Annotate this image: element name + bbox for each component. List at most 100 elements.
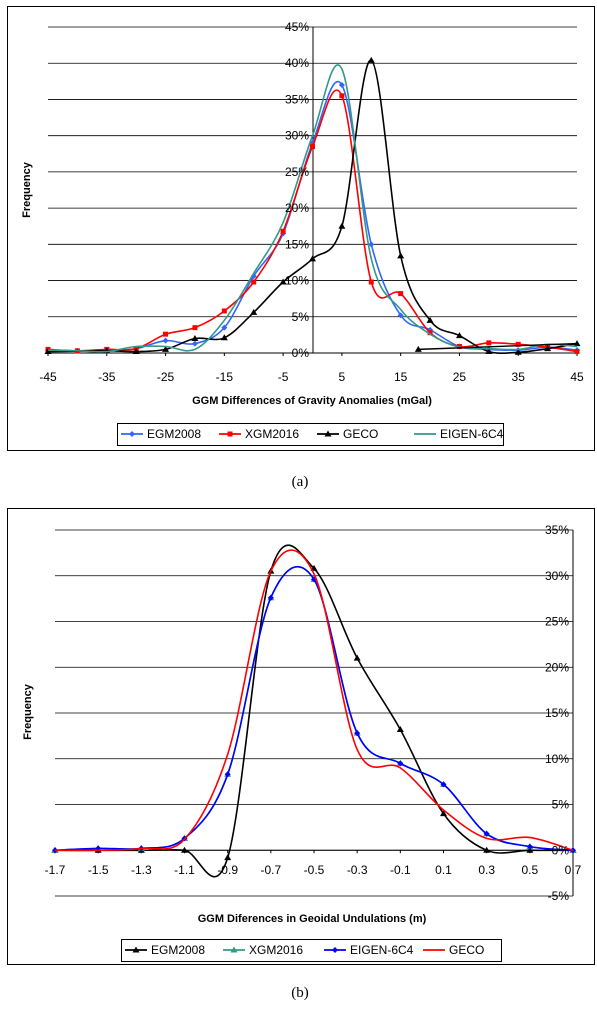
x-tick-label: -25 — [157, 370, 175, 384]
legend: EGM2008 XGM2016 GECO EIGEN-6C4 — [121, 427, 504, 441]
point-xgm2016 — [192, 325, 198, 331]
legend-marker-eigen-6c4 — [332, 947, 338, 953]
point-geco — [414, 345, 422, 352]
series-segment-geco — [418, 342, 578, 351]
point-egm2008 — [396, 725, 404, 732]
y-axis-title: Frequency — [21, 161, 33, 218]
point-egm2008 — [440, 810, 447, 817]
y-tick-label: 10% — [285, 274, 309, 288]
legend: EGM2008 XGM2016 EIGEN-6C4 GECO — [125, 943, 484, 957]
x-tick-label: -1.3 — [131, 863, 152, 877]
point-egm2008 — [181, 846, 188, 853]
point-geco — [191, 335, 199, 342]
legend-label-egm2008: EGM2008 — [151, 943, 205, 957]
point-geco — [338, 222, 346, 229]
chart-geoid-undulations: -5% 0% 5% 10% 15% 20% 25% 30% 35% -1.7 -1.5 -1.3 -1.… — [7, 508, 595, 1001]
x-tick-label: -35 — [98, 370, 116, 384]
point-eigen-6c4 — [354, 730, 361, 737]
point-xgm2016 — [339, 93, 345, 99]
x-axis-title: GGM Diferences in Geoidal Undulations (m… — [198, 913, 427, 925]
panel-caption: (b) — [291, 985, 309, 1001]
x-tick-label: -1.7 — [45, 863, 66, 877]
point-xgm2016 — [574, 349, 580, 355]
point-xgm2016 — [368, 279, 374, 285]
chart-gravity-anomalies: 0% 5% 10% 15% 20% 25% 30% 35% 40% 45% -45 -35 -25 -15… — [7, 6, 595, 490]
chart-frame — [7, 508, 595, 965]
legend-label-egm2008: EGM2008 — [147, 427, 201, 441]
x-tick-label: -1.5 — [88, 863, 109, 877]
point-xgm2016 — [427, 330, 433, 336]
point-geco — [162, 345, 170, 352]
point-xgm2016 — [310, 144, 315, 150]
legend-marker-egm2008 — [129, 431, 135, 437]
y-tick-label: 20% — [285, 201, 309, 215]
point-xgm2016 — [221, 308, 227, 314]
y-tick-label: 35% — [285, 92, 309, 106]
y-tick-label: 0% — [552, 843, 570, 857]
point-geco — [573, 340, 581, 347]
x-tick-label: -0.7 — [260, 863, 281, 877]
legend-label-geco: GECO — [343, 427, 378, 441]
legend-marker-egm2008 — [132, 946, 140, 953]
series-line-eigen-6c4 — [47, 64, 578, 353]
x-tick-label: -1.1 — [174, 863, 195, 877]
legend-box — [117, 423, 504, 446]
legend-marker-xgm2016 — [227, 431, 233, 437]
point-egm2008 — [162, 337, 169, 344]
legend-marker-xgm2016 — [230, 946, 238, 953]
point-geco — [367, 56, 375, 63]
point-xgm2016 — [515, 341, 521, 347]
x-tick-label: -0.1 — [390, 863, 411, 877]
point-geco — [426, 316, 434, 323]
point-geco — [397, 252, 405, 259]
point-xgm2016 — [251, 279, 257, 285]
x-tick-label: -0.3 — [347, 863, 368, 877]
point-egm2008 — [224, 854, 232, 861]
point-geco — [220, 334, 228, 341]
point-xgm2016 — [486, 340, 492, 346]
y-tick-label: 25% — [545, 615, 569, 629]
series-line-xgm2016 — [47, 89, 578, 353]
y-tick-label: 5% — [292, 310, 310, 324]
point-xgm2016 — [163, 331, 169, 337]
point-eigen-6c4 — [440, 781, 447, 788]
x-tick-label: 0.5 — [521, 863, 538, 877]
point-geco — [514, 348, 522, 355]
y-tick-label: 35% — [545, 523, 569, 537]
point-eigen-6c4 — [95, 845, 102, 852]
x-tick-label: 15 — [394, 370, 408, 384]
point-geco — [485, 348, 493, 355]
series-line-egm2008 — [54, 544, 573, 878]
point-geco — [44, 348, 52, 355]
x-tick-label: -45 — [39, 370, 57, 384]
x-axis-title: GGM Differences of Gravity Anomalies (mG… — [192, 395, 432, 407]
y-tick-label: 40% — [285, 56, 309, 70]
x-tick-label: 0.3 — [478, 863, 495, 877]
legend-marker-geco — [324, 430, 332, 437]
x-tick-label: 0.1 — [435, 863, 452, 877]
point-egm2008 — [191, 340, 198, 347]
x-tick-label: 45 — [570, 370, 584, 384]
point-egm2008 — [353, 654, 361, 661]
point-geco — [544, 345, 552, 352]
point-egm2008 — [221, 324, 228, 331]
x-tick-label: -0.9 — [217, 863, 238, 877]
point-geco — [455, 332, 463, 339]
x-tick-label: 0.7 — [565, 863, 582, 877]
y-axis-title: Frequency — [22, 683, 34, 740]
point-geco — [309, 255, 316, 262]
y-tick-label: 15% — [285, 237, 309, 251]
y-tick-label: 5% — [552, 798, 570, 812]
y-tick-label: 20% — [545, 660, 569, 674]
point-egm2008 — [483, 846, 491, 853]
point-egm2008 — [397, 312, 404, 319]
chart-frame — [7, 6, 595, 451]
y-tick-label: 30% — [285, 129, 309, 143]
point-egm2008 — [526, 846, 534, 853]
x-tick-label: 35 — [512, 370, 526, 384]
x-tick-label: -0.5 — [304, 863, 325, 877]
point-eigen-6c4 — [224, 771, 231, 778]
y-tick-label: 15% — [545, 706, 569, 720]
y-tick-label: 45% — [285, 20, 309, 34]
legend-label-xgm2016: XGM2016 — [245, 427, 299, 441]
